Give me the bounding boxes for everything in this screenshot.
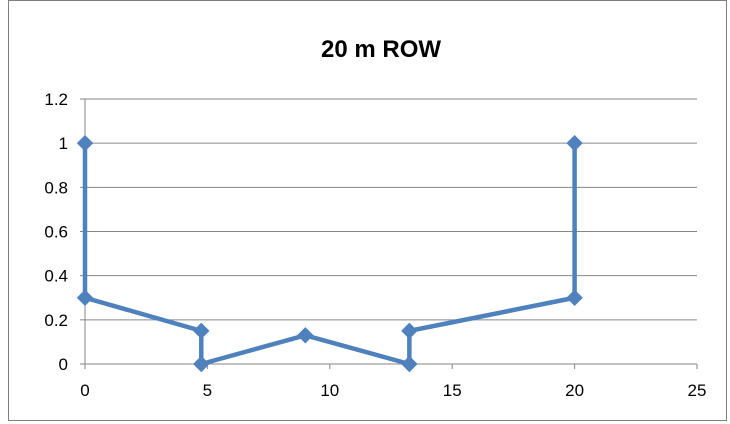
axes <box>80 98 698 369</box>
x-tick-label: 5 <box>203 381 212 400</box>
data-point <box>401 322 418 340</box>
y-tick-label: 0.4 <box>44 267 68 286</box>
y-tick-label: 1 <box>59 134 68 153</box>
x-tick-label: 0 <box>80 381 89 400</box>
y-tick-label: 0 <box>59 355 68 374</box>
data-point <box>566 134 583 152</box>
chart-svg: 20 m ROW 0 0.2 0.4 0.6 0.8 1 1.2 0 5 10 15 20 25 <box>44 36 706 400</box>
data-point <box>297 327 314 344</box>
data-point <box>401 355 418 373</box>
data-point <box>566 289 583 306</box>
x-tick-label: 15 <box>443 381 462 400</box>
x-tick-label: 20 <box>565 381 584 400</box>
data-point <box>76 134 94 152</box>
chart-area: 20 m ROW 0 0.2 0.4 0.6 0.8 1 1.2 0 5 10 15 20 25 <box>8 0 727 421</box>
chart-title: 20 m ROW <box>321 36 441 63</box>
series <box>76 134 583 373</box>
data-point <box>193 355 210 373</box>
y-tick-label: 0.6 <box>44 223 68 242</box>
data-point <box>193 322 210 340</box>
tick-labels: 0 0.2 0.4 0.6 0.8 1 1.2 0 5 10 15 20 25 <box>44 90 706 400</box>
x-tick-label: 10 <box>320 381 339 400</box>
data-point <box>76 289 94 306</box>
gridlines <box>85 98 697 321</box>
y-tick-label: 0.2 <box>44 311 68 330</box>
y-tick-label: 1.2 <box>44 90 68 109</box>
x-tick-label: 25 <box>688 381 707 400</box>
series-line <box>82 143 577 367</box>
y-tick-label: 0.8 <box>44 178 68 197</box>
